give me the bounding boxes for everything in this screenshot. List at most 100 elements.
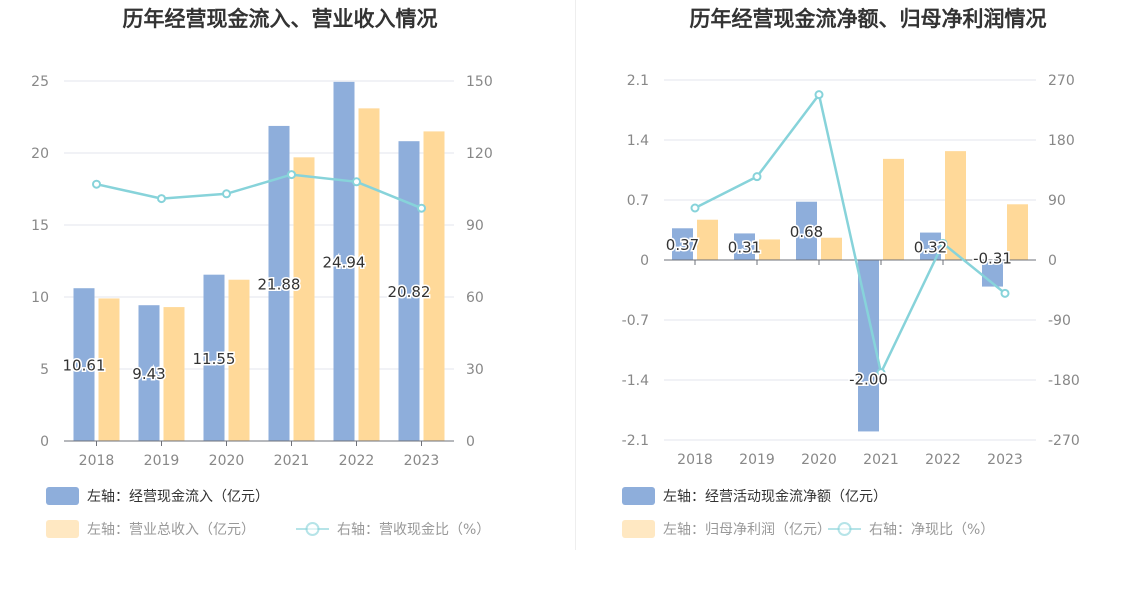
legend-swatch-bar-orange	[622, 520, 655, 538]
y-left-tick-label: 0.7	[627, 193, 649, 209]
bar-net-profit	[945, 151, 966, 260]
line-point	[352, 177, 361, 187]
x-tick-label: 2021	[274, 453, 310, 469]
bar-net-cash-flow	[858, 260, 879, 432]
bar-net-cash-flow	[734, 233, 755, 260]
y-right-tick-label: -270	[1048, 433, 1080, 449]
x-tick-label: 2018	[79, 453, 115, 469]
data-label: 20.82	[388, 283, 431, 301]
y-left-tick-label: 0	[40, 434, 49, 450]
bar-revenue	[163, 307, 185, 441]
legend-swatch-bar-blue	[622, 487, 655, 505]
bar-net-profit	[883, 158, 904, 260]
y-right-tick-label: 150	[466, 74, 493, 90]
chart-cash-inflow-revenue: 历年经营现金流入、营业收入情况 0 5 10 15 20 25 0 30 60 90 120 150 20…	[31, 7, 493, 538]
chart-title: 历年经营现金流入、营业收入情况	[123, 7, 438, 31]
bar-revenue	[293, 157, 315, 441]
legend-label: 左轴：经营活动现金流净额（亿元）	[663, 489, 887, 505]
y-left-tick-label: -0.7	[622, 313, 649, 329]
legend-label: 左轴：归母净利润（亿元）	[663, 521, 831, 538]
data-label: 24.94	[323, 253, 366, 271]
bar-cash-inflow	[138, 305, 160, 441]
x-tick-label: 2021	[863, 452, 899, 468]
data-label: 21.88	[258, 275, 301, 293]
data-label: 0.37	[666, 236, 699, 254]
panel-divider	[575, 0, 576, 550]
y-left-tick-label: 10	[31, 290, 49, 306]
bar-net-profit	[821, 237, 842, 260]
y-left-tick-label: 20	[31, 146, 49, 162]
line-point	[222, 189, 231, 199]
line-point	[690, 203, 700, 213]
x-tick-label: 2019	[739, 452, 775, 468]
y-right-tick-label: 270	[1048, 73, 1075, 89]
chart-panel-net-cash: 历年经营现金流净额、归母净利润情况 -2.1 -1.4 -0.7 0 0.7 1.4 2.1 -…	[576, 0, 1148, 589]
bar-net-cash-flow	[920, 232, 941, 260]
line-point	[938, 238, 948, 248]
y-left-tick-label: 0	[640, 253, 649, 269]
y-right-tick-label: 90	[1048, 193, 1066, 209]
line-point	[92, 179, 101, 189]
y-right-tick-label: 30	[466, 362, 484, 378]
x-tick-label: 2019	[144, 453, 180, 469]
bar-cash-inflow	[73, 288, 95, 441]
data-label: -0.31	[973, 249, 1012, 267]
y-right-tick-label: -180	[1048, 373, 1080, 389]
data-label: -2.00	[849, 370, 888, 388]
y-right-tick-label: 180	[1048, 133, 1075, 149]
data-label: 10.61	[63, 357, 106, 375]
y-right-tick-label: -90	[1048, 313, 1071, 329]
bar-revenue	[228, 279, 250, 441]
legend-label: 右轴：营收现金比（%）	[337, 522, 490, 538]
y-right-tick-label: 0	[1048, 253, 1057, 269]
line-point	[157, 194, 166, 204]
y-right-tick-label: 60	[466, 290, 484, 306]
legend-label: 左轴：营业总收入（亿元）	[87, 522, 255, 538]
data-label: 0.68	[790, 223, 823, 241]
legend-swatch-bar-orange	[46, 520, 79, 538]
y-left-tick-label: 5	[40, 362, 49, 378]
x-tick-label: 2022	[339, 453, 375, 469]
bar-revenue	[358, 108, 380, 442]
x-tick-label: 2023	[987, 452, 1023, 468]
line-revenue-cash-ratio	[96, 173, 422, 210]
legend-label: 右轴：净现比（%）	[869, 522, 994, 538]
line-point	[417, 203, 426, 213]
x-tick-label: 2020	[209, 453, 245, 469]
legend-swatch-line-marker	[837, 522, 852, 536]
x-tick-label: 2018	[677, 452, 713, 468]
chart-panel-cash-inflow: 历年经营现金流入、营业收入情况 0 5 10 15 20 25 0 30 60 90 120 150 20…	[0, 0, 574, 589]
bar-cash-inflow	[398, 141, 420, 441]
bar-net-profit	[697, 219, 718, 260]
y-left-tick-label: 2.1	[627, 73, 649, 89]
x-tick-label: 2022	[925, 452, 961, 468]
bar-revenue	[98, 298, 120, 441]
data-label: 11.55	[193, 350, 236, 368]
bar-net-cash-flow	[796, 201, 817, 260]
y-left-tick-label: 25	[31, 74, 49, 90]
bar-net-profit	[759, 239, 780, 260]
data-label: 9.43	[132, 365, 165, 383]
y-right-tick-label: 120	[466, 146, 493, 162]
line-point	[752, 172, 762, 182]
legend-swatch-bar-blue	[46, 487, 79, 505]
line-point	[814, 90, 824, 100]
line-point	[287, 170, 296, 180]
y-left-tick-label: 15	[31, 218, 49, 234]
bar-cash-inflow	[333, 81, 355, 441]
y-right-tick-label: 90	[466, 218, 484, 234]
chart-title: 历年经营现金流净额、归母净利润情况	[690, 7, 1047, 31]
bar-net-cash-flow	[672, 228, 693, 260]
bar-cash-inflow	[203, 274, 225, 441]
bar-revenue	[423, 131, 445, 441]
bar-net-profit	[1007, 204, 1028, 260]
chart-net-cash-profit: 历年经营现金流净额、归母净利润情况 -2.1 -1.4 -0.7 0 0.7 1.4 2.1 -…	[622, 7, 1080, 538]
line-point	[876, 368, 886, 378]
bar-cash-inflow	[268, 125, 290, 441]
y-left-tick-label: -2.1	[622, 433, 649, 449]
legend-label: 左轴：经营现金流入（亿元）	[87, 489, 269, 505]
legend-swatch-line-marker	[305, 522, 320, 536]
line-point	[1000, 288, 1010, 298]
y-left-tick-label: 1.4	[627, 133, 649, 149]
data-label: 0.31	[728, 239, 761, 257]
